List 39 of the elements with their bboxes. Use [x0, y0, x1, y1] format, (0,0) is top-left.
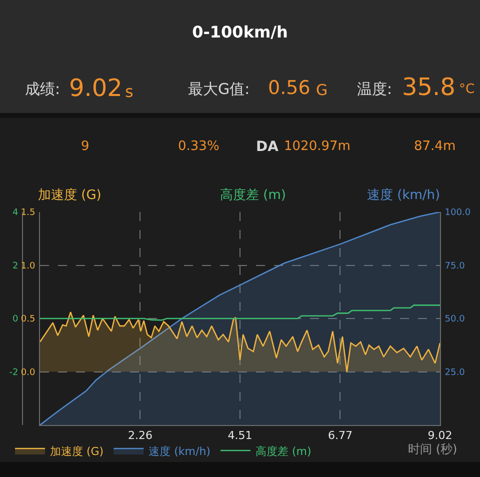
text: s	[125, 82, 134, 101]
text: 温度:	[357, 80, 392, 98]
y-axis-title: 加速度 (G)	[38, 187, 102, 203]
y3-tick-label: -2	[9, 368, 18, 378]
y3-tick-label: 4	[12, 208, 18, 218]
text: 9	[81, 139, 90, 154]
text: G	[316, 81, 328, 99]
x-tick-label: 2.26	[128, 429, 152, 442]
text: 87.4m	[414, 139, 456, 154]
text: 9.02	[69, 74, 122, 102]
legend-label: 加速度 (G)	[50, 444, 104, 458]
x-tick-label: 6.77	[328, 429, 352, 442]
text: 0.56	[268, 77, 310, 99]
y2-tick-label: 25.0	[444, 368, 466, 378]
text: DA	[256, 139, 279, 155]
text: 成绩:	[25, 80, 60, 98]
legend-label: 速度 (km/h)	[148, 444, 210, 458]
y-tick-label: 0.0	[20, 368, 36, 378]
legend-label: 高度差 (m)	[255, 444, 312, 458]
y2-tick-label: 75.0	[444, 261, 466, 272]
y2-axis-title: 速度 (km/h)	[367, 187, 440, 203]
y3-tick-label: 2	[12, 261, 18, 272]
text: 最大G值:	[188, 80, 250, 98]
text: °C	[459, 82, 475, 97]
chart-title: 0-100km/h	[192, 22, 288, 42]
text: 1020.97m	[284, 139, 350, 154]
y-tick-label: 1.0	[20, 261, 36, 272]
x-axis-title: 时间 (秒)	[408, 442, 458, 456]
y-tick-label: 1.5	[20, 208, 36, 218]
x-tick-label: 4.51	[228, 429, 252, 442]
y3-tick-label: 0	[12, 314, 18, 325]
y-tick-label: 0.5	[20, 314, 36, 325]
line-series	[40, 304, 440, 321]
y3-axis-title: 高度差 (m)	[220, 187, 286, 203]
y2-tick-label: 50.0	[444, 314, 466, 325]
x-tick-label: 9.02	[428, 429, 452, 442]
text: 35.8	[402, 73, 456, 101]
text: 0.33%	[178, 139, 220, 154]
y2-tick-label: 100.0	[444, 208, 471, 218]
